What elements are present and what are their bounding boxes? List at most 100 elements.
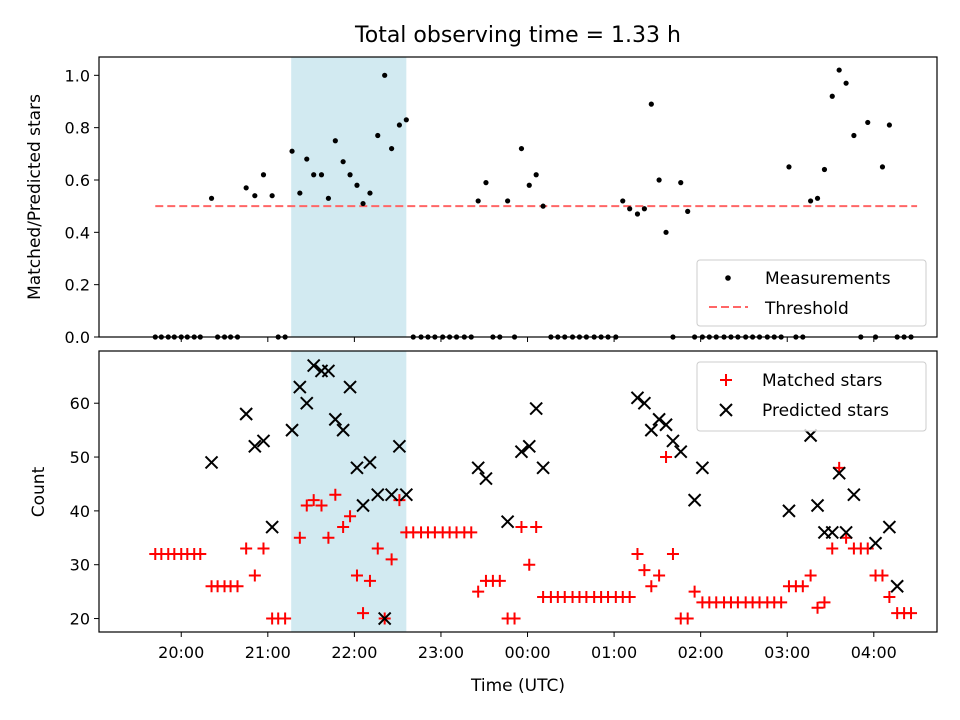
y-tick-label: 0.0 bbox=[65, 328, 90, 347]
y-tick-label: 0.4 bbox=[65, 223, 90, 242]
predicted-point bbox=[336, 423, 350, 437]
matched-point bbox=[876, 569, 889, 582]
measurement-point bbox=[208, 195, 215, 201]
legend-predicted-label: Predicted stars bbox=[762, 401, 889, 421]
measurement-point bbox=[347, 172, 353, 178]
matched-point bbox=[393, 494, 406, 507]
ratio-legend: Measurements Threshold bbox=[696, 259, 927, 327]
measurement-point bbox=[269, 193, 275, 199]
matched-point bbox=[681, 612, 694, 625]
x-tick-label: 23:00 bbox=[418, 643, 464, 662]
measurement-point bbox=[685, 208, 691, 214]
count-legend: Matched stars Predicted stars bbox=[696, 361, 927, 432]
predicted-point bbox=[471, 461, 485, 475]
predicted-point bbox=[300, 396, 314, 410]
matched-point bbox=[329, 488, 342, 501]
matched-point bbox=[631, 547, 644, 560]
matched-point bbox=[315, 499, 328, 512]
predicted-point bbox=[356, 498, 370, 513]
matched-point bbox=[508, 612, 521, 625]
measurement-point bbox=[879, 164, 886, 170]
measurement-point bbox=[311, 172, 317, 178]
matched-point bbox=[385, 553, 398, 566]
measurement-point bbox=[865, 119, 871, 126]
predicted-point bbox=[500, 514, 515, 529]
matched-point bbox=[775, 596, 788, 609]
measurement-point bbox=[475, 198, 481, 204]
ratio-y-axis-label: Matched/Predicted stars bbox=[25, 94, 45, 300]
predicted-point bbox=[882, 520, 897, 534]
predicted-point bbox=[204, 455, 219, 470]
measurement-point bbox=[641, 206, 647, 212]
y-tick-label: 20 bbox=[70, 610, 90, 629]
measurement-point bbox=[360, 200, 366, 207]
matched-point bbox=[530, 521, 543, 534]
measurement-point bbox=[518, 145, 525, 152]
measurement-point bbox=[620, 198, 626, 204]
measurement-point bbox=[678, 180, 684, 186]
measurement-point bbox=[354, 182, 360, 188]
matched-point bbox=[826, 542, 839, 555]
measurement-points bbox=[152, 67, 914, 340]
predicted-point bbox=[328, 412, 343, 427]
matched-point bbox=[231, 580, 244, 593]
measurement-point bbox=[843, 80, 849, 86]
measurement-point bbox=[808, 198, 814, 204]
predicted-point bbox=[321, 364, 336, 378]
predicted-point bbox=[659, 418, 673, 432]
matched-point bbox=[363, 574, 376, 587]
predicted-point bbox=[343, 380, 357, 394]
y-tick-label: 1.0 bbox=[65, 66, 90, 85]
predicted-point bbox=[637, 396, 652, 410]
matched-point bbox=[371, 542, 384, 555]
predicted-point bbox=[293, 380, 307, 394]
measurement-point bbox=[627, 206, 633, 212]
matched-point bbox=[804, 569, 817, 582]
matched-point bbox=[337, 521, 350, 534]
time-x-axis: 20:00 21:00 22:00 23:00 00:00 01:00 02:00 03:00… bbox=[158, 632, 897, 662]
measurement-point bbox=[389, 145, 395, 152]
measurement-point bbox=[663, 229, 669, 235]
y-tick-label: 30 bbox=[70, 556, 90, 575]
matched-point bbox=[861, 542, 874, 555]
matched-point bbox=[811, 601, 824, 614]
matched-point bbox=[293, 531, 306, 544]
matched-point bbox=[257, 542, 270, 555]
legend-matched-label: Matched stars bbox=[762, 371, 882, 391]
y-tick-label: 0.8 bbox=[65, 119, 90, 138]
y-tick-label: 50 bbox=[70, 448, 90, 467]
predicted-point bbox=[363, 455, 377, 470]
x-tick-label: 03:00 bbox=[764, 643, 810, 662]
predicted-point bbox=[839, 525, 853, 540]
matched-point bbox=[688, 585, 701, 598]
y-tick-label: 0.6 bbox=[65, 171, 90, 190]
predicted-point bbox=[695, 461, 710, 475]
predicted-point bbox=[803, 428, 818, 443]
measurement-point bbox=[325, 195, 332, 201]
legend-matched-marker bbox=[720, 374, 732, 386]
measurement-point bbox=[821, 166, 828, 173]
matched-point bbox=[905, 607, 918, 620]
matched-point bbox=[645, 580, 658, 593]
predicted-point bbox=[248, 439, 262, 453]
measurement-point bbox=[382, 72, 388, 78]
matched-point bbox=[515, 521, 528, 534]
predicted-point bbox=[630, 391, 645, 405]
predicted-point bbox=[782, 504, 796, 518]
measurement-point bbox=[252, 193, 258, 199]
predicted-point bbox=[239, 407, 253, 421]
predicted-point bbox=[256, 434, 271, 448]
predicted-point bbox=[810, 498, 825, 513]
predicted-point bbox=[392, 439, 407, 453]
predicted-point bbox=[371, 488, 385, 502]
measurement-point bbox=[886, 122, 892, 128]
matched-point bbox=[322, 531, 335, 544]
matched-point bbox=[523, 558, 536, 571]
count-y-axis-label: Count bbox=[29, 466, 49, 517]
ratio-panel: 0.0 0.2 0.4 0.6 0.8 1.0 Matched/Predicted sta… bbox=[25, 56, 938, 347]
measurement-point bbox=[540, 203, 546, 209]
measurement-point bbox=[297, 190, 303, 196]
predicted-point bbox=[847, 488, 861, 502]
x-tick-label: 00:00 bbox=[504, 643, 550, 662]
